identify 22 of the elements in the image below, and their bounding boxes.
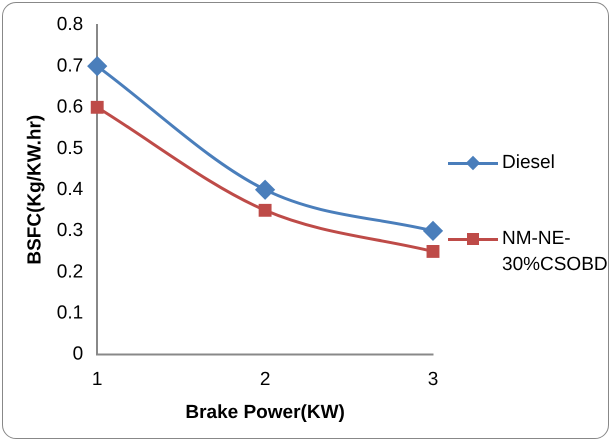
legend-label: NM-NE-30%CSOBD <box>502 227 608 277</box>
point <box>256 180 275 200</box>
legend-label: Diesel <box>502 151 556 175</box>
point <box>88 56 107 76</box>
x-tick-label: 3 <box>428 369 438 390</box>
y-tick-label: 0 <box>72 344 84 365</box>
x-tick-label: 2 <box>260 369 270 390</box>
x-axis-title: Brake Power(KW) <box>185 402 345 423</box>
y-tick-label: 0.4 <box>56 178 84 200</box>
y-tick-label: 0.2 <box>56 261 84 282</box>
y-tick-label: 0.7 <box>56 55 84 76</box>
y-tick-label: 0.1 <box>56 302 84 324</box>
point <box>424 221 442 240</box>
point <box>258 204 272 217</box>
y-tick-label: 0.3 <box>56 220 84 242</box>
y-tick-label: 0.6 <box>56 96 84 118</box>
x-tick-label: 1 <box>92 369 102 390</box>
point <box>90 100 104 114</box>
point <box>426 245 440 258</box>
y-axis-title: BSFC(Kg/KW.hr) <box>24 114 46 265</box>
y-tick-label: 0.5 <box>56 138 84 159</box>
y-tick-label: 0.8 <box>56 14 84 36</box>
